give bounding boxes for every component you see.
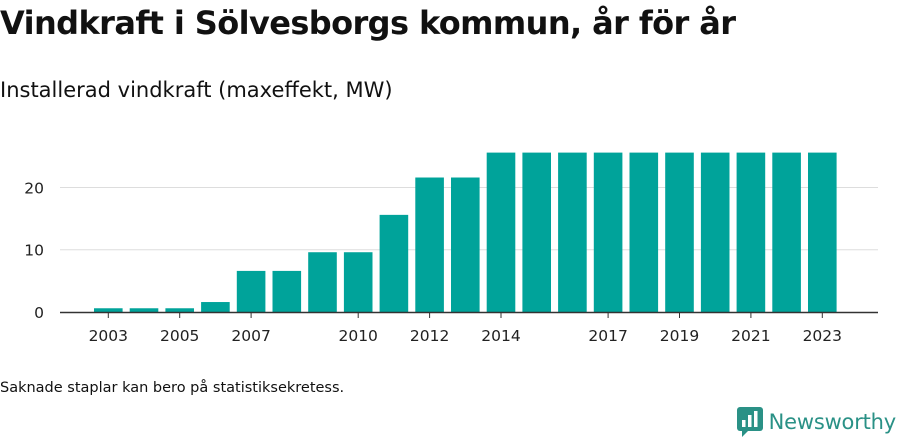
- bar: [379, 214, 409, 312]
- newsworthy-logo[interactable]: Newsworthy: [736, 406, 897, 438]
- bar: [736, 152, 766, 312]
- x-tick-label: 2014: [481, 327, 520, 345]
- x-tick-label: 2017: [588, 327, 627, 345]
- bar: [165, 308, 194, 312]
- bar: [415, 177, 444, 312]
- x-tick-label: 2023: [803, 327, 842, 345]
- bar: [593, 152, 623, 312]
- bar: [629, 152, 659, 312]
- bar: [665, 152, 694, 312]
- bar: [808, 152, 837, 312]
- x-tick-label: 2007: [231, 327, 270, 345]
- bar: [558, 152, 587, 312]
- x-tick-label: 2021: [731, 327, 770, 345]
- bar: [343, 252, 373, 312]
- bar: [700, 152, 730, 312]
- bar: [522, 152, 551, 312]
- x-tick-label: 2010: [338, 327, 377, 345]
- footnote: Saknade staplar kan bero på statistiksek…: [0, 380, 345, 396]
- bar: [201, 302, 230, 312]
- bar: [129, 308, 159, 312]
- bar: [486, 152, 516, 312]
- bar-chart: 0 10 20 2003 2005 2007 2010 2012 2014 2017 2019 202…: [24, 152, 878, 345]
- y-tick-label: 0: [34, 304, 44, 322]
- x-tick-label: 2019: [660, 327, 699, 345]
- y-tick-label: 10: [24, 242, 44, 260]
- newsworthy-logo-icon: [736, 407, 763, 437]
- x-tick-label: 2005: [160, 327, 199, 345]
- bar: [272, 270, 302, 312]
- bar: [308, 252, 337, 312]
- x-tick-label: 2012: [410, 327, 449, 345]
- logo-text: Newsworthy: [768, 410, 897, 434]
- bar: [772, 152, 801, 312]
- chart-subtitle: Installerad vindkraft (maxeffekt, MW): [0, 78, 393, 102]
- bar: [94, 308, 123, 312]
- bar: [451, 177, 480, 312]
- bar: [236, 270, 266, 312]
- chart-title: Vindkraft i Sölvesborgs kommun, år för å…: [0, 4, 736, 42]
- x-tick-label: 2003: [89, 327, 128, 345]
- y-tick-label: 20: [24, 179, 44, 197]
